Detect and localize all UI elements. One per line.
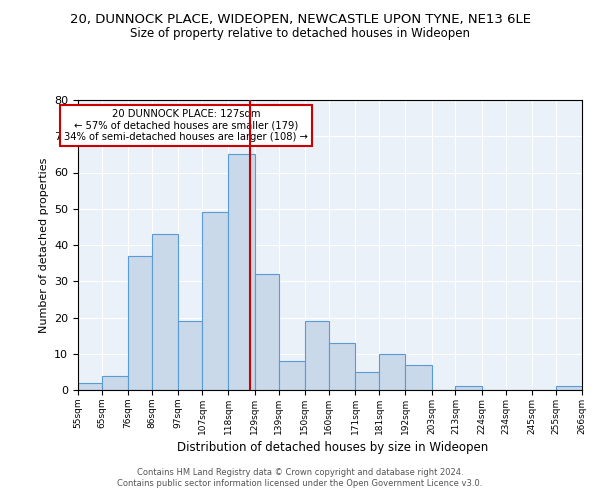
Bar [278,361,305,390]
Bar [229,154,255,390]
Text: Distribution of detached houses by size in Wideopen: Distribution of detached houses by size … [178,441,488,454]
Bar [202,212,229,390]
Y-axis label: Number of detached properties: Number of detached properties [38,158,49,332]
Text: Size of property relative to detached houses in Wideopen: Size of property relative to detached ho… [130,28,470,40]
Bar [355,372,379,390]
Bar [556,386,582,390]
Bar [305,321,329,390]
Bar [78,383,102,390]
Bar [152,234,178,390]
Bar [102,376,128,390]
Bar [329,343,355,390]
Bar [405,364,431,390]
Bar [379,354,405,390]
Text: 20 DUNNOCK PLACE: 127sqm
← 57% of detached houses are smaller (179)
34% of semi-: 20 DUNNOCK PLACE: 127sqm ← 57% of detach… [64,108,308,142]
Bar [128,256,152,390]
Bar [178,321,202,390]
Text: 20, DUNNOCK PLACE, WIDEOPEN, NEWCASTLE UPON TYNE, NE13 6LE: 20, DUNNOCK PLACE, WIDEOPEN, NEWCASTLE U… [70,12,530,26]
Bar [455,386,482,390]
Bar [255,274,278,390]
Text: Contains HM Land Registry data © Crown copyright and database right 2024.
Contai: Contains HM Land Registry data © Crown c… [118,468,482,487]
